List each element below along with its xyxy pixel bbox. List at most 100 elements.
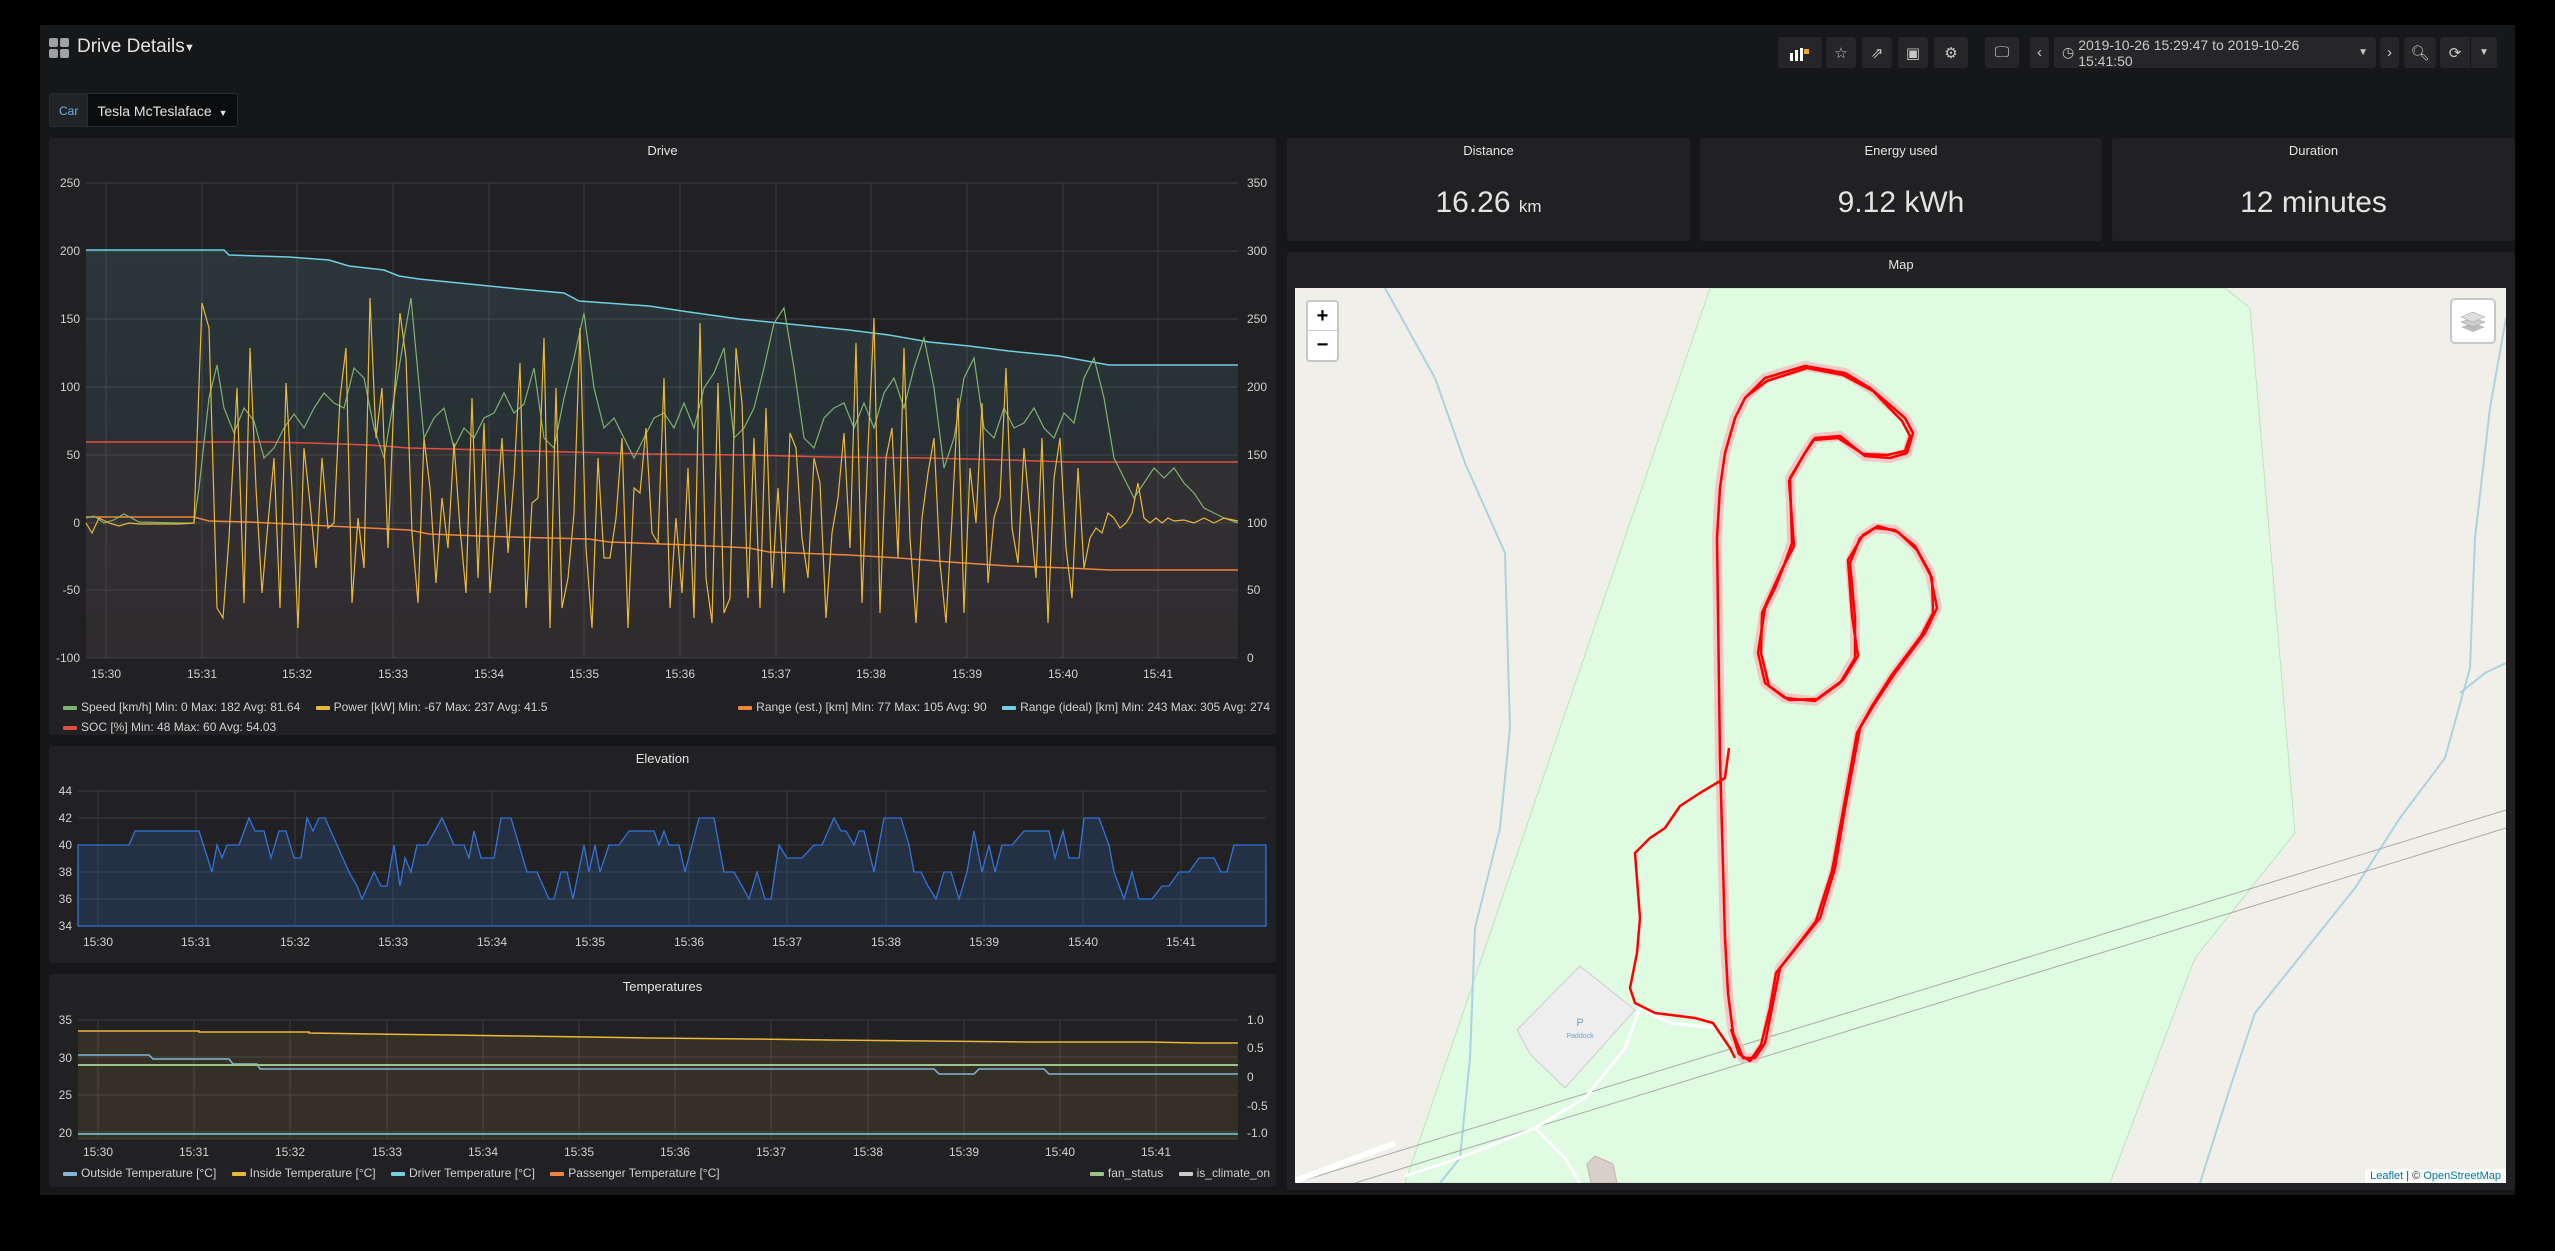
legend-fan-status[interactable]: fan_status — [1089, 1166, 1163, 1180]
svg-text:30: 30 — [59, 1051, 73, 1065]
svg-text:15:32: 15:32 — [282, 667, 312, 681]
legend-inside-temp[interactable]: Inside Temperature [°C] — [231, 1166, 376, 1180]
leaflet-link[interactable]: Leaflet — [2370, 1170, 2404, 1182]
svg-text:250: 250 — [60, 176, 80, 190]
chevron-down-icon[interactable]: ▼ — [184, 42, 195, 54]
refresh-button[interactable]: ⟳ — [2440, 37, 2470, 68]
svg-text:15:39: 15:39 — [952, 667, 982, 681]
time-range-picker[interactable]: ◷ 2019-10-26 15:29:47 to 2019-10-26 15:4… — [2054, 37, 2376, 69]
legend-range-est[interactable]: Range (est.) [km] Min: 77 Max: 105 Avg: … — [738, 700, 987, 714]
grafana-app: Drive Details ▼ ☆ ⇗ ▣ ⚙ 🖵 ‹ ◷ 2019-10-26… — [40, 25, 2515, 1195]
svg-text:150: 150 — [1247, 448, 1267, 462]
legend-soc[interactable]: SOC [%] Min: 48 Max: 60 Avg: 54.03 — [63, 720, 276, 734]
drive-panel: Drive 250 200 150 100 50 0 -50 -100 350 300 250 20… — [49, 138, 1276, 735]
layers-button[interactable] — [2450, 298, 2496, 344]
svg-text:100: 100 — [1247, 516, 1267, 530]
svg-text:300: 300 — [1247, 244, 1267, 258]
tv-mode-button[interactable]: 🖵 — [1985, 37, 2019, 68]
zoom-in-button[interactable]: + — [1308, 302, 1337, 331]
svg-text:15:38: 15:38 — [856, 667, 886, 681]
svg-text:-0.5: -0.5 — [1247, 1099, 1268, 1113]
time-forward-button[interactable]: › — [2380, 37, 2399, 68]
duration-value: 12 minutes — [2240, 186, 2387, 219]
panel-title[interactable]: Map — [1888, 257, 1914, 272]
legend-speed[interactable]: Speed [km/h] Min: 0 Max: 182 Avg: 81.64 — [63, 700, 300, 714]
svg-text:15:40: 15:40 — [1045, 1145, 1075, 1159]
svg-text:35: 35 — [59, 1013, 73, 1027]
map-canvas[interactable]: P Paddock — [1295, 288, 2506, 1183]
parking-area — [1516, 965, 1636, 1089]
svg-text:40: 40 — [59, 838, 73, 852]
chevron-down-icon: ▼ — [2479, 47, 2489, 58]
temperatures-chart[interactable]: 35 30 25 20 1.0 0.5 0 -0.5 -1.0 15:30 15:31 15:32… — [49, 974, 1276, 1187]
legend-range-ideal[interactable]: Range (ideal) [km] Min: 243 Max: 305 Avg… — [1002, 700, 1270, 714]
svg-text:15:31: 15:31 — [179, 1145, 209, 1159]
car-variable-value: Tesla McTeslaface — [97, 103, 212, 119]
svg-text:15:40: 15:40 — [1048, 667, 1078, 681]
dashboard-title[interactable]: Drive Details — [77, 36, 185, 57]
temperatures-legend-left: Outside Temperature [°C] Inside Temperat… — [63, 1166, 732, 1180]
svg-text:15:35: 15:35 — [564, 1145, 594, 1159]
drive-chart[interactable]: 250 200 150 100 50 0 -50 -100 350 300 250 200 150 10… — [49, 138, 1276, 735]
svg-text:20: 20 — [59, 1126, 73, 1140]
legend-is-climate-on[interactable]: is_climate_on — [1178, 1166, 1270, 1180]
distance-value: 16.26 km — [1435, 186, 1542, 219]
panel-title[interactable]: Distance — [1463, 143, 1514, 158]
map-tiles: P Paddock — [1295, 288, 2506, 1183]
svg-text:15:30: 15:30 — [91, 667, 121, 681]
legend-outside-temp[interactable]: Outside Temperature [°C] — [63, 1166, 216, 1180]
duration-stat-panel: Duration 12 minutes — [2112, 138, 2515, 241]
svg-text:15:33: 15:33 — [378, 935, 408, 949]
share-button[interactable]: ⇗ — [1862, 37, 1892, 68]
drive-route — [1628, 364, 1939, 1063]
car-variable-dropdown[interactable]: Tesla McTeslaface ▼ — [88, 93, 238, 127]
energy-stat-panel: Energy used 9.12 kWh — [1700, 138, 2102, 241]
attribution-separator: | © — [2403, 1170, 2424, 1182]
openstreetmap-link[interactable]: OpenStreetMap — [2423, 1170, 2501, 1182]
svg-text:42: 42 — [59, 811, 73, 825]
temperatures-legend-right: fan_status is_climate_on — [1089, 1166, 1270, 1180]
svg-text:15:36: 15:36 — [674, 935, 704, 949]
car-variable-label: Car — [49, 93, 89, 127]
svg-text:15:33: 15:33 — [378, 667, 408, 681]
legend-power[interactable]: Power [kW] Min: -67 Max: 237 Avg: 41.5 — [315, 700, 547, 714]
svg-text:15:41: 15:41 — [1166, 935, 1196, 949]
dashboard-grid-icon[interactable] — [49, 38, 69, 58]
elevation-chart[interactable]: 44 42 40 38 36 34 15:30 15:31 15:32 15:33 15:34 15… — [49, 746, 1276, 963]
svg-text:15:30: 15:30 — [83, 935, 113, 949]
zoom-out-button[interactable]: − — [1316, 334, 1329, 356]
legend-driver-temp[interactable]: Driver Temperature [°C] — [390, 1166, 535, 1180]
svg-text:0: 0 — [73, 516, 80, 530]
svg-text:15:31: 15:31 — [181, 935, 211, 949]
add-panel-icon — [1790, 47, 1809, 61]
gear-icon: ⚙ — [1944, 44, 1958, 62]
svg-text:250: 250 — [1247, 312, 1267, 326]
save-button[interactable]: ▣ — [1898, 37, 1928, 68]
panel-title[interactable]: Elevation — [635, 751, 690, 766]
svg-text:1.0: 1.0 — [1247, 1013, 1264, 1027]
zoom-out-button[interactable]: 🔍︎ — [2404, 37, 2436, 68]
add-panel-button[interactable] — [1778, 37, 1822, 68]
panel-title[interactable]: Drive — [647, 143, 678, 158]
svg-text:15:31: 15:31 — [187, 667, 217, 681]
drive-legend-left: Speed [km/h] Min: 0 Max: 182 Avg: 81.64 … — [63, 700, 559, 714]
panel-title[interactable]: Energy used — [1864, 143, 1938, 158]
star-button[interactable]: ☆ — [1826, 37, 1856, 68]
svg-text:15:37: 15:37 — [772, 935, 802, 949]
time-back-button[interactable]: ‹ — [2030, 37, 2049, 68]
settings-button[interactable]: ⚙ — [1934, 37, 1968, 68]
svg-text:44: 44 — [59, 784, 73, 798]
svg-text:15:34: 15:34 — [477, 935, 507, 949]
chevron-down-icon: ▼ — [218, 108, 228, 118]
refresh-icon: ⟳ — [2448, 44, 2462, 62]
svg-text:15:33: 15:33 — [372, 1145, 402, 1159]
refresh-interval-dropdown[interactable]: ▼ — [2471, 37, 2497, 68]
chevron-down-icon: ▼ — [2358, 47, 2368, 58]
clock-icon: ◷ — [2062, 44, 2075, 60]
legend-passenger-temp[interactable]: Passenger Temperature [°C] — [550, 1166, 720, 1180]
panel-title[interactable]: Duration — [2288, 143, 2339, 158]
star-icon: ☆ — [1834, 44, 1848, 62]
svg-text:0: 0 — [1247, 1070, 1254, 1084]
panel-title[interactable]: Temperatures — [622, 979, 703, 994]
svg-text:15:30: 15:30 — [83, 1145, 113, 1159]
